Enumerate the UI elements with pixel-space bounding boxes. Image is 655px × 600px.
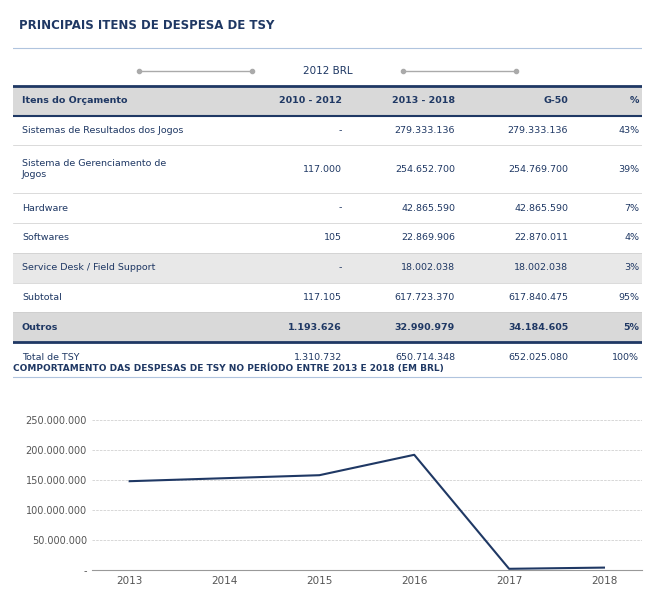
Bar [572, 223, 642, 253]
Bar [460, 342, 572, 372]
Bar [460, 86, 572, 116]
Bar [233, 253, 346, 283]
Text: 105: 105 [324, 233, 342, 242]
Text: 4%: 4% [624, 233, 639, 242]
Bar [13, 253, 233, 283]
Bar [572, 283, 642, 313]
Text: 43%: 43% [618, 126, 639, 135]
Text: 254.769.700: 254.769.700 [508, 165, 568, 174]
Text: 18.002.038: 18.002.038 [514, 263, 568, 272]
Text: Sistemas de Resultados dos Jogos: Sistemas de Resultados dos Jogos [22, 126, 183, 135]
Bar [13, 86, 233, 116]
Bar [13, 342, 233, 372]
Bar [460, 313, 572, 342]
Bar [572, 253, 642, 283]
Text: 2012 BRL: 2012 BRL [303, 67, 352, 76]
Text: -: - [339, 263, 342, 272]
Bar [13, 283, 233, 313]
Bar [13, 313, 233, 342]
Text: 18.002.038: 18.002.038 [401, 263, 455, 272]
Text: 7%: 7% [624, 203, 639, 212]
Bar [233, 193, 346, 223]
Text: Total de TSY: Total de TSY [22, 353, 79, 362]
Bar [572, 116, 642, 145]
Bar [346, 193, 460, 223]
Text: 279.333.136: 279.333.136 [394, 126, 455, 135]
Text: 42.865.590: 42.865.590 [514, 203, 568, 212]
Text: Subtotal: Subtotal [22, 293, 62, 302]
Text: %: % [629, 96, 639, 105]
Bar [346, 342, 460, 372]
Text: Outros: Outros [22, 323, 58, 332]
Text: Itens do Orçamento: Itens do Orçamento [22, 96, 128, 105]
Bar [346, 116, 460, 145]
Text: 42.865.590: 42.865.590 [401, 203, 455, 212]
Text: 100%: 100% [612, 353, 639, 362]
Bar [460, 283, 572, 313]
Bar [233, 223, 346, 253]
Bar [572, 193, 642, 223]
Text: 617.723.370: 617.723.370 [395, 293, 455, 302]
Bar [346, 283, 460, 313]
Text: 22.870.011: 22.870.011 [514, 233, 568, 242]
Text: PRINCIPAIS ITENS DE DESPESA DE TSY: PRINCIPAIS ITENS DE DESPESA DE TSY [20, 19, 274, 32]
Bar [233, 342, 346, 372]
Bar [572, 342, 642, 372]
Bar [346, 253, 460, 283]
Bar [460, 145, 572, 193]
Text: 652.025.080: 652.025.080 [508, 353, 568, 362]
Bar [13, 223, 233, 253]
Bar [13, 116, 233, 145]
Text: -: - [339, 126, 342, 135]
Bar [13, 145, 233, 193]
Text: 95%: 95% [618, 293, 639, 302]
Text: 39%: 39% [618, 165, 639, 174]
Text: 617.840.475: 617.840.475 [508, 293, 568, 302]
Text: Softwares: Softwares [22, 233, 69, 242]
Text: 1.193.626: 1.193.626 [288, 323, 342, 332]
Text: COMPORTAMENTO DAS DESPESAS DE TSY NO PERÍODO ENTRE 2013 E 2018 (EM BRL): COMPORTAMENTO DAS DESPESAS DE TSY NO PER… [13, 364, 444, 373]
Text: Hardware: Hardware [22, 203, 68, 212]
Text: G-50: G-50 [544, 96, 568, 105]
Text: 254.652.700: 254.652.700 [395, 165, 455, 174]
Text: 1.310.732: 1.310.732 [293, 353, 342, 362]
Text: 279.333.136: 279.333.136 [508, 126, 568, 135]
Bar [346, 313, 460, 342]
Text: 22.869.906: 22.869.906 [401, 233, 455, 242]
Text: -: - [339, 203, 342, 212]
Bar [233, 313, 346, 342]
Text: Service Desk / Field Support: Service Desk / Field Support [22, 263, 155, 272]
Text: 5%: 5% [624, 323, 639, 332]
Text: Sistema de Gerenciamento de
Jogos: Sistema de Gerenciamento de Jogos [22, 159, 166, 179]
Bar [572, 145, 642, 193]
Bar [460, 193, 572, 223]
Text: 117.000: 117.000 [303, 165, 342, 174]
Text: 2013 - 2018: 2013 - 2018 [392, 96, 455, 105]
Bar [233, 86, 346, 116]
Bar [233, 116, 346, 145]
Bar [460, 223, 572, 253]
Bar [13, 193, 233, 223]
Bar [460, 253, 572, 283]
Text: 2010 - 2012: 2010 - 2012 [279, 96, 342, 105]
Bar [346, 86, 460, 116]
Text: 34.184.605: 34.184.605 [508, 323, 568, 332]
Text: 3%: 3% [624, 263, 639, 272]
Text: 117.105: 117.105 [303, 293, 342, 302]
Bar [460, 116, 572, 145]
Bar [572, 313, 642, 342]
Text: 32.990.979: 32.990.979 [395, 323, 455, 332]
Bar [233, 145, 346, 193]
Bar [346, 145, 460, 193]
Text: 650.714.348: 650.714.348 [395, 353, 455, 362]
Bar [572, 86, 642, 116]
Bar [346, 223, 460, 253]
Bar [233, 283, 346, 313]
